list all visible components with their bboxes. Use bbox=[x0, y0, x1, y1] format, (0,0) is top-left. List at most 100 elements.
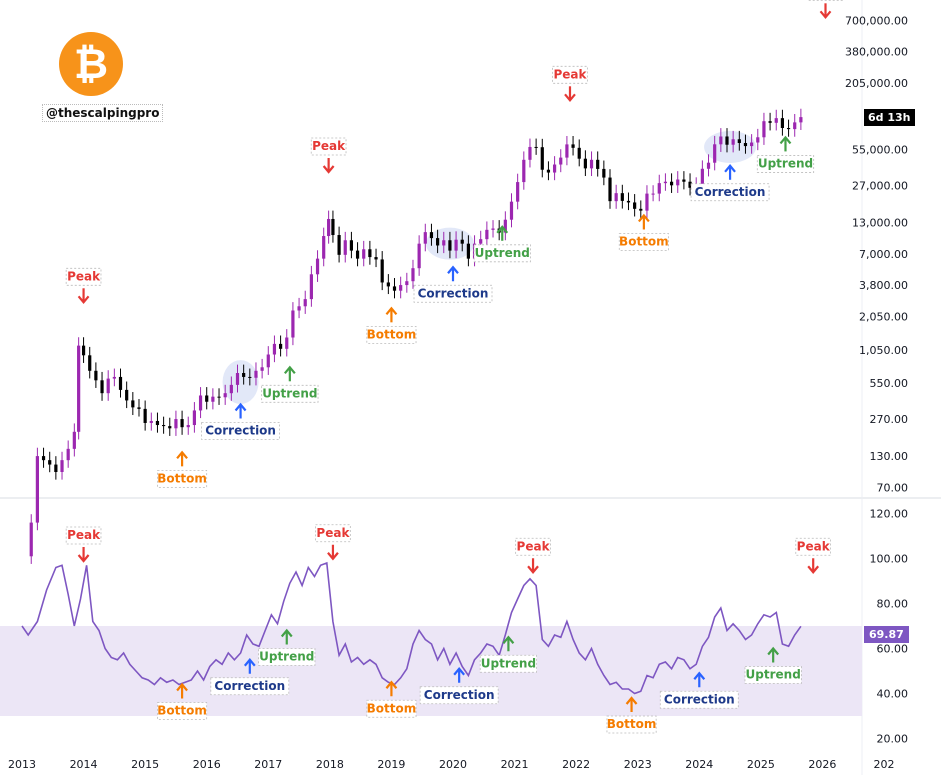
correction-highlight bbox=[222, 360, 259, 405]
candle bbox=[639, 208, 643, 211]
price-tick-label: 270.00 bbox=[870, 413, 909, 426]
candle bbox=[266, 354, 270, 368]
candle bbox=[460, 239, 464, 244]
price-peak-label: Peak bbox=[553, 67, 587, 81]
candle bbox=[725, 136, 729, 145]
rsi-uptrend-arrow-head bbox=[502, 635, 515, 644]
candle bbox=[503, 219, 507, 233]
rsi-tick-label: 100.00 bbox=[870, 553, 909, 566]
countdown-badge: 6d 13h bbox=[864, 109, 915, 126]
x-tick-label: 2014 bbox=[70, 758, 98, 771]
x-tick-label: 2025 bbox=[747, 758, 775, 771]
x-tick-label: 2026 bbox=[808, 758, 836, 771]
candle bbox=[448, 240, 452, 251]
candle bbox=[577, 147, 581, 159]
candle bbox=[211, 396, 215, 402]
rsi-bottom-label-box bbox=[606, 715, 657, 734]
candle bbox=[750, 142, 754, 147]
x-tick-label: 2024 bbox=[685, 758, 713, 771]
price-tick-label: 1,050.00 bbox=[859, 344, 908, 357]
rsi-peak-label-box bbox=[795, 537, 831, 556]
price-correction-arrow-head bbox=[234, 402, 247, 412]
rsi-uptrend-arrow-head bbox=[767, 646, 780, 656]
candle bbox=[260, 367, 264, 371]
candle bbox=[454, 239, 458, 251]
rsi-correction-arrow-head bbox=[453, 667, 466, 676]
rsi-correction-label-box bbox=[210, 677, 290, 696]
x-tick-label: 2017 bbox=[254, 758, 282, 771]
price-bottom-arrow-head bbox=[176, 450, 188, 460]
candle bbox=[331, 218, 335, 236]
rsi-bottom-label: Bottom bbox=[367, 701, 417, 715]
candle bbox=[559, 157, 563, 165]
price-uptrend-label-box bbox=[756, 155, 815, 173]
price-uptrend-arrow-head bbox=[496, 225, 509, 234]
price-correction-arrow-head bbox=[447, 265, 459, 274]
rsi-tick-label: 80.00 bbox=[877, 598, 909, 611]
rsi-uptrend-label: Uptrend bbox=[746, 668, 801, 682]
rsi-line bbox=[21, 561, 802, 695]
price-peak-label-box bbox=[552, 65, 588, 84]
price-peak-arrow-head bbox=[819, 10, 832, 20]
candle bbox=[309, 274, 313, 300]
candle bbox=[162, 425, 166, 427]
candle bbox=[66, 448, 70, 461]
candle bbox=[168, 426, 172, 429]
candle bbox=[614, 193, 618, 202]
rsi-bottom-arrow-head bbox=[176, 682, 188, 692]
rsi-correction-label: Correction bbox=[424, 688, 495, 702]
candle bbox=[731, 139, 735, 145]
candle bbox=[429, 232, 434, 239]
rsi-peak-label: Peak bbox=[67, 528, 101, 542]
rsi-bottom-arrow-head bbox=[385, 680, 398, 689]
candle bbox=[626, 200, 631, 203]
candle bbox=[786, 127, 791, 130]
candle bbox=[112, 376, 116, 379]
price-peak-arrow-head bbox=[77, 295, 90, 305]
rsi-uptrend-label-box bbox=[744, 666, 802, 684]
price-correction-arrow-head bbox=[724, 164, 736, 173]
candle bbox=[485, 229, 489, 240]
candle bbox=[205, 395, 209, 402]
price-correction-label: Correction bbox=[695, 185, 766, 199]
candle bbox=[466, 243, 470, 259]
price-correction-label: Correction bbox=[418, 286, 489, 300]
price-tick-label: 700,000.00 bbox=[845, 15, 908, 28]
candle bbox=[125, 389, 129, 401]
price-correction-label-box bbox=[413, 284, 493, 303]
rsi-correction-label: Correction bbox=[664, 692, 735, 706]
candle bbox=[355, 250, 360, 259]
candle bbox=[774, 118, 778, 123]
candle bbox=[479, 239, 483, 244]
rsi-peak-arrow-head bbox=[527, 565, 539, 574]
x-tick-label: 2015 bbox=[131, 758, 159, 771]
rsi-peak-label-box bbox=[65, 526, 102, 545]
candle bbox=[315, 258, 320, 275]
rsi-peak-arrow-head bbox=[327, 552, 339, 561]
rsi-correction-label: Correction bbox=[214, 679, 285, 693]
candle bbox=[522, 159, 526, 183]
price-correction-label-box bbox=[201, 422, 280, 440]
candle bbox=[48, 460, 52, 465]
candle bbox=[94, 370, 98, 381]
candle bbox=[217, 396, 221, 398]
rsi-correction-arrow-head bbox=[243, 658, 256, 667]
candle bbox=[327, 218, 331, 237]
candle bbox=[491, 228, 495, 230]
candle bbox=[235, 373, 240, 385]
x-tick-label: 2019 bbox=[377, 758, 405, 771]
candle bbox=[528, 146, 532, 160]
candle bbox=[77, 345, 81, 432]
candle bbox=[198, 395, 203, 411]
price-tick-label: 380,000.00 bbox=[845, 46, 908, 59]
candle bbox=[706, 162, 711, 169]
price-tick-label: 2,050.00 bbox=[859, 310, 908, 323]
x-tick-label: 2013 bbox=[8, 758, 36, 771]
candle bbox=[155, 420, 160, 426]
candle bbox=[72, 431, 76, 449]
candle bbox=[583, 158, 587, 169]
candle bbox=[682, 179, 686, 182]
price-uptrend-label: Uptrend bbox=[475, 246, 530, 260]
candle bbox=[180, 419, 184, 428]
